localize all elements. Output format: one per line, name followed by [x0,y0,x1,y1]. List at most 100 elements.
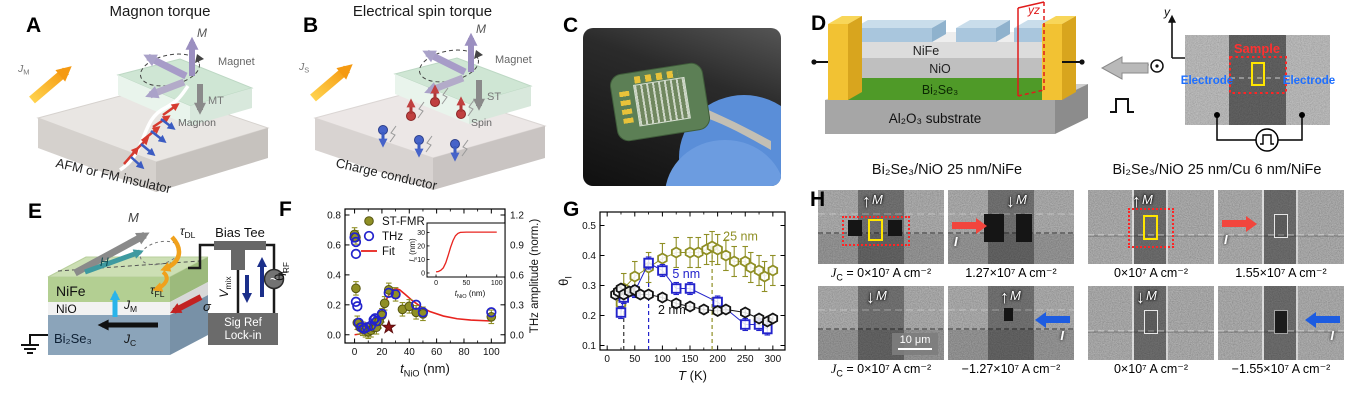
tile-caption: JC = 0×10⁷ A cm⁻² [830,266,932,283]
current-direction-arrow-icon [1100,56,1149,80]
tile-caption: −1.27×10⁷ A cm⁻² [961,362,1061,376]
moke-image: ↓ M 10 μm [818,286,944,360]
sigma-label: σ [203,299,212,314]
svg-text:2 nm: 2 nm [658,303,686,317]
svg-text:ST-FMR: ST-FMR [382,216,425,228]
sample-region-outline-icon [1229,56,1287,94]
svg-text:50: 50 [629,354,641,365]
terminal-dot-icon [811,59,817,65]
tile-caption: JC = 0×10⁷ A cm⁻² [830,362,932,379]
m-label: M [128,210,139,225]
flexible-device-chip [608,61,712,143]
moke-image: I [1218,190,1344,264]
current-label: I [954,234,958,249]
magnon-torque-schematic: M Magnet MT Magnon JM AFM or FM insulato… [17,26,270,196]
panel-b: B Electrical spin torque [285,0,560,195]
precession-arrowhead-icon [195,54,204,63]
switched-domain [888,220,902,236]
svg-text:40: 40 [404,347,416,358]
svg-text:100: 100 [483,347,500,358]
svg-text:0.1: 0.1 [582,341,596,352]
down-spins-icon [378,125,469,162]
yz-plane-label: yz [1027,3,1040,17]
lockin-box [208,313,278,345]
nio-label: NiO [929,62,951,76]
pulse-glyph-icon [1260,134,1274,145]
bias-tee-label: Bias Tee [215,225,265,240]
switched-domain [1016,214,1032,242]
pulse-source-icon [1255,128,1279,152]
moke-image: I [1218,286,1344,360]
panel-e: E [0,195,320,403]
svg-text:tNiO (nm): tNiO (nm) [455,289,486,300]
m-label: M [1142,192,1153,207]
tile-caption: 1.27×10⁷ A cm⁻² [965,266,1057,280]
magnetization-arrow-icon: ↓ [1136,287,1145,307]
magnon-spin-arrows-icon [123,103,180,170]
moke-image: ↓ M I [948,190,1074,264]
magnetization-arrow-icon: ↓ [866,287,875,307]
device-outline-icon [868,219,883,241]
device-outline-icon [1143,215,1158,240]
svg-text:THz: THz [382,231,403,243]
jc-label: JC [123,332,136,348]
probe-wires [1216,115,1303,141]
nife-label: NiFe [913,44,939,58]
nife-label: NiFe [56,283,86,299]
panel-d-label: D [811,12,827,35]
panel-b-title: Electrical spin torque [352,3,493,20]
svg-text:150: 150 [682,354,699,365]
svg-text:0.4: 0.4 [582,251,596,262]
magnetization-arrow-icon [73,231,150,277]
magnet-label: Magnet [218,56,255,68]
electrode-right-label: Electrode [1283,75,1335,87]
m-label: M [1146,288,1157,303]
moke-noise-background [948,190,1074,264]
spin-torque-schematic: M Magnet ST Spin JS Charge conductor [298,22,547,193]
moke-image: ↑ M I [948,286,1074,360]
bise-label: Bi₂Se₃ [54,331,92,346]
current-label: I [1330,328,1334,343]
moke-image: ↑ M [818,190,944,264]
scale-bar-line-icon [898,348,932,350]
electrode-right [1042,16,1076,100]
sample-label: Sample [1234,41,1280,56]
svg-text:ls (nm): ls (nm) [408,238,419,262]
moke-noise-background [1218,190,1344,264]
insulator-slab [36,87,270,192]
m-label: M [1016,192,1027,207]
current-arrow-icon [952,217,987,234]
svg-text:60: 60 [431,347,443,358]
svg-text:20: 20 [376,347,388,358]
switched-domain [1004,308,1013,321]
lockin-label-1: Sig Ref [224,317,263,329]
moke-noise-background [948,286,1074,360]
moke-noise-background [1088,286,1214,360]
device-region [1144,310,1158,334]
svg-text:T (K): T (K) [678,368,707,383]
svg-text:300: 300 [765,354,782,365]
svg-text:y: y [1163,5,1171,19]
svg-text:0.6: 0.6 [510,270,524,281]
m-label: M [1010,288,1021,303]
ac-tilde-icon: ~ [270,271,278,287]
current-label: I [1224,232,1228,247]
tile-caption: 1.55×10⁷ A cm⁻² [1235,266,1327,280]
device-region [1274,214,1288,238]
svg-text:0.4: 0.4 [327,270,341,281]
current-arrow-icon [1305,311,1340,328]
stfmr-setup-schematic: M H τDL τFL NiFe NiO Bi₂Se₃ JM JC σ Bias… [21,210,291,355]
svg-text:100: 100 [654,354,671,365]
panel-h: H Bi₂Se₃/NiO 25 nm/NiFe Bi₂Se₃/NiO 25 nm… [810,160,1349,403]
panel-a: A Magnon torque [0,0,285,196]
panel-e-label: E [28,200,43,223]
electrode-left [828,16,862,100]
magnet-label: Magnet [495,54,532,66]
panel-a-title: Magnon torque [109,3,211,20]
mt-label: MT [208,95,224,107]
m-label: M [876,288,887,303]
chart-f: 0 20 40 60 80 1000.00.20.40.60.80.00.30.60.91… [272,208,541,378]
svg-text:0: 0 [421,270,425,277]
jm-current-label: JM [17,63,30,77]
svg-text:5 nm: 5 nm [672,267,700,281]
